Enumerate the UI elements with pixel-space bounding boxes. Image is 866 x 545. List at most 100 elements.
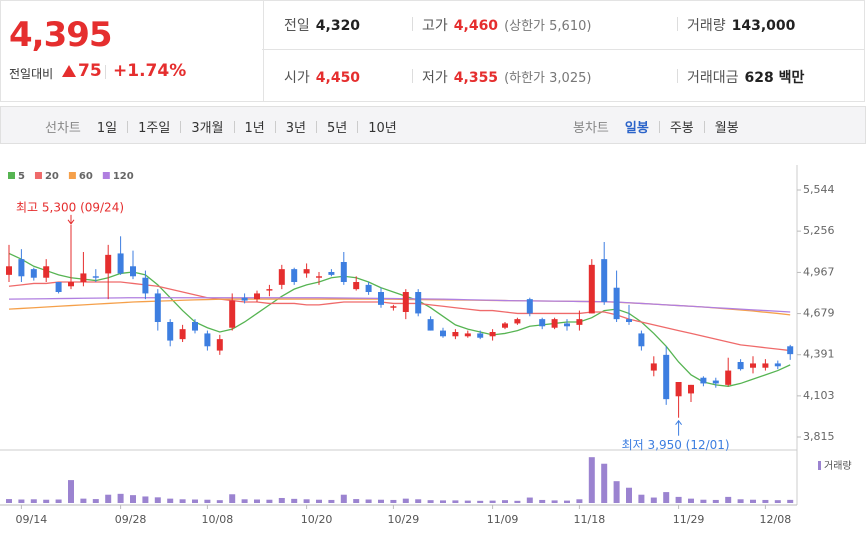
volume-bar	[737, 499, 744, 503]
x-tick-label: 11/09	[487, 513, 519, 526]
volume-bar	[452, 500, 459, 503]
candle-body	[365, 284, 372, 292]
volume-bar	[130, 495, 136, 503]
high-arrowhead	[67, 219, 75, 225]
volume-bar	[774, 500, 781, 503]
summary-note: (상한가 5,610)	[504, 19, 592, 34]
candle-body	[6, 266, 12, 275]
volume-bar	[502, 500, 508, 503]
summary-label: 시가	[284, 70, 310, 86]
summary-value: 143,000	[731, 18, 796, 34]
candle-body	[204, 333, 211, 347]
volume-bar	[551, 500, 558, 503]
legend-label: 20	[45, 171, 59, 182]
candle-body	[737, 362, 744, 370]
up-arrow	[62, 65, 76, 77]
volume-bar	[291, 498, 298, 503]
volume-bar	[216, 500, 223, 503]
tab-group: 선차트 1일 1주일 3개월 1년 3년 5년 10년	[45, 117, 397, 136]
tab[interactable]: 1주일	[138, 121, 171, 136]
volume-bar	[229, 494, 236, 503]
candle-body	[80, 273, 87, 282]
volume-bar	[43, 499, 50, 503]
legend-swatch	[8, 172, 15, 179]
candle-body	[18, 259, 25, 277]
tab[interactable]: 1년	[244, 121, 265, 136]
volume-bar	[700, 499, 707, 503]
summary-cell: 고가 4,460 (상한가 5,610)	[422, 15, 591, 35]
tab[interactable]: 3년	[285, 121, 306, 136]
y-tick-label: 4,103	[803, 389, 835, 402]
volume-bar	[650, 497, 657, 503]
volume-bar	[564, 500, 570, 503]
volume-bar	[167, 498, 174, 503]
volume-bar	[80, 498, 87, 503]
candle-body	[539, 319, 546, 327]
volume-bar	[762, 499, 769, 503]
low-annotation: 최저 3,950 (12/01)	[622, 438, 730, 452]
tab[interactable]: 1일	[96, 121, 118, 136]
tab-bar: 선차트 1일 1주일 3개월 1년 3년 5년 10년 봉차트 일봉 주봉 월봉	[0, 106, 866, 144]
candle-body	[278, 269, 285, 285]
tab[interactable]: 5년	[327, 121, 348, 136]
candle-body	[216, 339, 223, 351]
summary-value: 4,460	[453, 18, 499, 34]
volume-bar	[588, 457, 595, 503]
volume-bar	[6, 499, 12, 503]
volume-bar	[390, 499, 397, 503]
candle-body	[43, 266, 50, 278]
summary-cell: 시가 4,450	[284, 67, 360, 87]
tab-group: 봉차트 일봉 주봉 월봉	[573, 117, 739, 136]
tab[interactable]: 10년	[368, 121, 397, 136]
summary-label: 거래대금	[687, 70, 739, 86]
candle-body	[725, 370, 732, 385]
separator	[233, 120, 235, 133]
summary-label: 거래량	[687, 18, 726, 34]
candle-body	[353, 282, 360, 290]
volume-bar	[415, 499, 422, 503]
summary-cell: 저가 4,355 (하한가 3,025)	[422, 67, 591, 87]
volume-bar	[92, 499, 99, 503]
legend-label: 60	[79, 171, 93, 182]
volume-bar	[105, 494, 112, 503]
volume-bar	[725, 496, 732, 503]
x-tick-label: 09/28	[115, 513, 147, 526]
candle-body	[477, 333, 484, 338]
candle-body	[700, 377, 707, 384]
separator	[274, 120, 276, 133]
volume-bar	[526, 497, 533, 503]
volume-bar	[340, 494, 347, 503]
x-tick-label: 12/08	[760, 513, 792, 526]
candle-body	[502, 323, 508, 328]
tab[interactable]: 3개월	[191, 121, 224, 136]
candle-body	[142, 277, 149, 294]
candle-body	[291, 269, 298, 282]
x-tick-label: 11/18	[574, 513, 606, 526]
volume-bar	[278, 497, 285, 503]
volume-legend: 거래량	[824, 460, 852, 472]
y-tick-label: 4,967	[803, 265, 835, 278]
tab[interactable]: 주봉	[669, 121, 694, 136]
y-tick-label: 5,544	[803, 183, 835, 196]
volume-bar	[378, 499, 384, 503]
volume-bar	[328, 499, 335, 503]
candle-body	[675, 382, 682, 397]
candle-body	[551, 319, 558, 328]
volume-bar	[675, 496, 682, 503]
volume-bar	[55, 499, 62, 503]
ma-line	[8, 252, 791, 387]
summary-cell: 거래대금 628 백만	[687, 67, 804, 87]
tab[interactable]: 월봉	[714, 121, 739, 136]
legend-swatch	[68, 172, 76, 179]
ma-line	[8, 297, 791, 313]
volume-bar	[365, 499, 372, 503]
tab-group-label: 선차트	[45, 121, 81, 136]
tab[interactable]: 일봉	[624, 121, 649, 136]
volume-bar	[514, 500, 521, 503]
candle-body	[328, 272, 335, 275]
volume-bar	[204, 499, 211, 503]
volume-bar	[402, 498, 409, 503]
volume-bar	[750, 499, 756, 503]
